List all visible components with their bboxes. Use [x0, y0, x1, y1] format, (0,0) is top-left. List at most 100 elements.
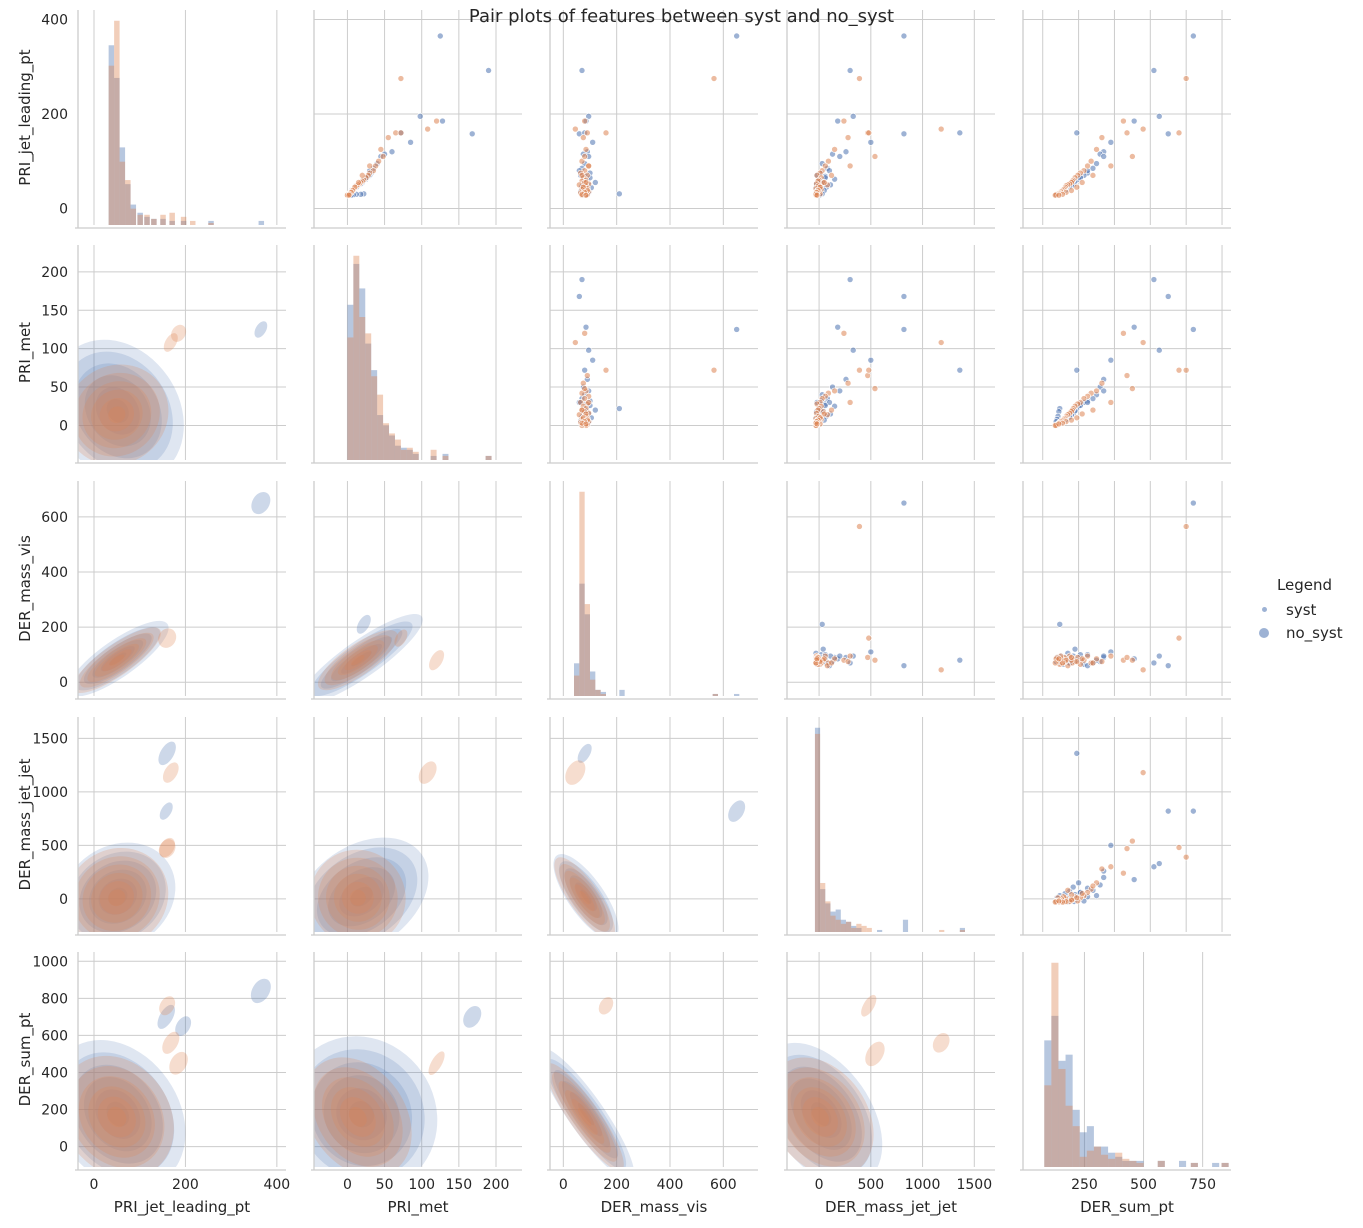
scatter-point-no_syst: [856, 366, 863, 374]
hist-bar-no_syst: [845, 921, 852, 932]
kde-level-no_syst: [94, 643, 139, 677]
kde-level-syst: [314, 837, 429, 932]
kde-level-no_syst: [579, 890, 590, 905]
hist-bar-no_syst: [959, 929, 965, 932]
hist-bar-no_syst: [825, 901, 831, 932]
kde-level-syst: [78, 351, 173, 460]
hist-bar-syst: [1044, 1040, 1052, 1167]
hist-bar-syst: [119, 147, 126, 225]
scatter-point-syst: [867, 356, 875, 364]
panel-DER_sum_pt-vs-PRI_met: 0 50 100 150 200: [311, 952, 522, 1193]
hist-bar-syst: [400, 447, 407, 460]
hist-bar-no_syst: [814, 733, 821, 932]
scatter-point-syst: [733, 326, 740, 333]
kde-level-no_syst: [91, 389, 143, 440]
scatter-point-no_syst: [937, 339, 945, 346]
kde-outlier-no_syst: [428, 1051, 445, 1076]
kde-level-no_syst: [344, 650, 372, 671]
kde-level-no_syst: [331, 640, 385, 681]
hist-bar-no_syst: [180, 216, 187, 225]
scatter-point-syst: [1107, 356, 1115, 364]
kde-contours-no_syst: [78, 627, 177, 693]
hist-bar-no_syst: [377, 394, 384, 460]
hist-bar-syst: [600, 691, 606, 696]
kde-level-no_syst: [351, 654, 365, 666]
scatter-point-no_syst: [846, 162, 854, 170]
scatter-point-no_syst: [581, 153, 588, 160]
hist-bar-syst: [1115, 1156, 1123, 1167]
hist-bar-syst: [1179, 1160, 1187, 1167]
scatter-point-no_syst: [1055, 191, 1063, 199]
scatter-point-syst: [468, 130, 476, 138]
scatter-point-syst: [956, 129, 964, 137]
scatter-point-syst: [589, 139, 596, 146]
hist-bar-syst: [830, 911, 836, 932]
scatter-point-syst: [436, 32, 444, 40]
kde-level-syst: [78, 851, 166, 932]
kde-level-syst: [328, 867, 395, 927]
hist-bar-no_syst: [712, 693, 718, 696]
hist-bar-syst: [389, 435, 395, 460]
kde-level-syst: [553, 854, 619, 932]
kde-level-no_syst: [78, 1076, 155, 1158]
x-tick-label: 750: [1189, 1177, 1216, 1193]
panel-DER_mass_jet_jet-vs-PRI_met: [311, 717, 522, 936]
hist-bar-syst: [114, 77, 120, 225]
hist-bar-no_syst: [130, 208, 137, 225]
x-axis-label: DER_mass_vis: [601, 1198, 708, 1217]
kde-outlier-no_syst: [171, 324, 187, 342]
hist-bar-no_syst: [590, 679, 596, 696]
hist-bar-syst: [353, 263, 360, 460]
y-tick-label: 500: [41, 838, 68, 854]
hist-bar-syst: [835, 909, 841, 932]
kde-outlier-no_syst: [162, 762, 179, 783]
scatter-point-syst: [1093, 892, 1100, 899]
kde-level-no_syst: [565, 1090, 605, 1144]
kde-level-syst: [787, 1066, 862, 1162]
kde-level-no_syst: [99, 881, 134, 915]
kde-level-no_syst: [321, 1077, 394, 1157]
kde-outlier-no_syst: [158, 839, 176, 858]
scatter-point-syst: [1130, 117, 1138, 125]
kde-level-no_syst: [314, 1067, 403, 1167]
kde-level-no_syst: [554, 857, 616, 932]
kde-level-syst: [341, 643, 382, 674]
scatter-point-syst: [956, 366, 964, 374]
hist-bar-syst: [902, 919, 909, 932]
hist-bar-syst: [180, 220, 187, 225]
hist-bar-syst: [1122, 1160, 1130, 1167]
kde-level-syst: [564, 868, 608, 926]
scatter-point-no_syst: [1073, 414, 1081, 422]
x-tick-label: 200: [603, 1177, 630, 1193]
scatter-point-no_syst: [846, 399, 854, 406]
kde-level-syst: [561, 1081, 611, 1148]
hist-bar-no_syst: [1093, 1146, 1101, 1167]
panel-PRI_met-vs-PRI_jet_leading_pt: 0 50 100 150 200: [41, 245, 286, 464]
hist-bar-syst: [1190, 1162, 1198, 1167]
hist-bar-no_syst: [347, 337, 354, 460]
hist-bar-syst: [825, 903, 831, 932]
y-tick-label: 1000: [32, 785, 68, 801]
kde-level-syst: [575, 882, 597, 911]
hist-bar-syst: [1093, 1146, 1101, 1167]
scatter-point-no_syst: [825, 157, 832, 165]
kde-level-syst: [550, 1047, 635, 1167]
scatter-point-no_syst: [1093, 387, 1100, 395]
x-tick-label: 500: [1130, 1177, 1157, 1193]
kde-contours-no_syst: [78, 996, 188, 1167]
scatter-point-syst: [733, 32, 740, 40]
x-tick-label: 600: [710, 1177, 737, 1193]
scatter-point-no_syst: [1093, 146, 1100, 153]
hist-bar-syst: [959, 927, 965, 932]
scatter-point-no_syst: [828, 406, 835, 414]
hist-bar-no_syst: [442, 455, 449, 460]
legend: Legend syst no_syst: [1252, 576, 1357, 644]
scatter-point-syst: [388, 148, 396, 156]
kde-level-no_syst: [317, 630, 398, 691]
scatter-point-no_syst: [1175, 366, 1183, 374]
scatter-point-no_syst: [1078, 179, 1086, 186]
panel-PRI_jet_leading_pt-vs-PRI_met: [311, 10, 522, 229]
scatter-point-no_syst: [1139, 666, 1147, 674]
scatter-point-no_syst: [1129, 153, 1136, 160]
